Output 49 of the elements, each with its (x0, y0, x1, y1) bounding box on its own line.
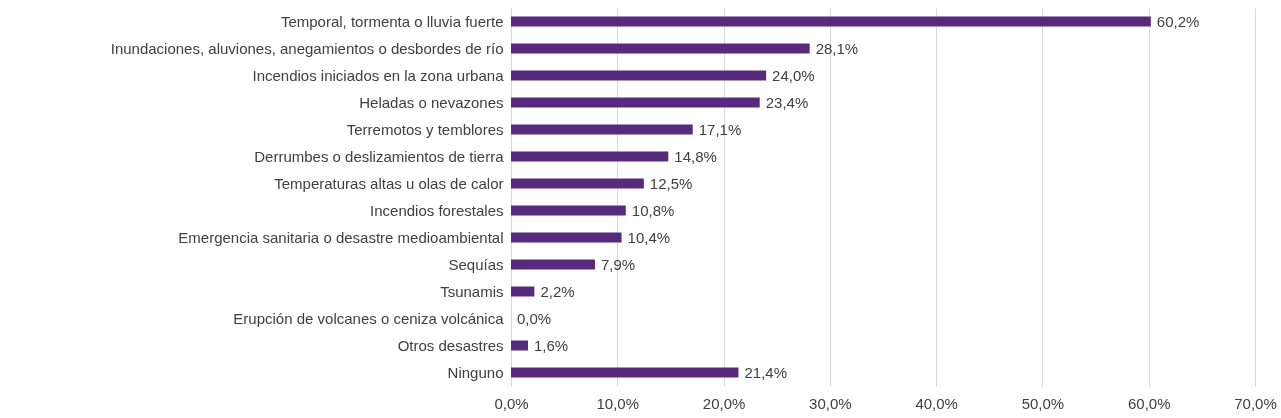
x-tick-label: 10,0% (596, 394, 640, 412)
x-tick-label: 60,0% (1127, 394, 1171, 412)
x-tick-label: 20,0% (702, 394, 746, 412)
data-label: 2,2% (540, 282, 575, 300)
y-tick-label: Incendios iniciados en la zona urbana (252, 66, 505, 84)
bar (511, 178, 644, 189)
bar (511, 205, 626, 216)
y-tick-label: Erupción de volcanes o ceniza volcánica (233, 309, 505, 327)
y-tick-label: Tsunamis (440, 282, 504, 300)
data-label: 24,0% (772, 66, 815, 84)
data-label: 1,6% (534, 336, 569, 354)
data-label: 17,1% (698, 120, 742, 138)
data-label: 12,5% (649, 174, 693, 192)
y-tick-label: Heladas o nevazones (359, 93, 504, 111)
y-tick-label: Terremotos y temblores (346, 120, 504, 138)
bar (511, 286, 535, 297)
y-tick-label: Derrumbes o deslizamientos de tierra (254, 147, 505, 165)
y-tick-label: Incendios forestales (370, 201, 504, 219)
data-label: 10,4% (627, 228, 671, 246)
bar (511, 16, 1151, 27)
x-tick-label: 30,0% (809, 394, 852, 412)
x-tick-label: 40,0% (915, 394, 958, 412)
y-tick-label: Inundaciones, aluviones, anegamientos o desbordes de río (110, 39, 504, 57)
bar (511, 151, 669, 162)
bar (511, 367, 739, 378)
data-label: 28,1% (815, 39, 859, 57)
data-label: 0,0% (517, 309, 552, 327)
x-tick-label: 0,0% (494, 394, 529, 412)
bar (511, 124, 693, 135)
bar (511, 70, 767, 81)
bar (511, 97, 760, 108)
x-tick-label: 50,0% (1021, 394, 1065, 412)
data-label: 23,4% (765, 93, 809, 111)
bar (511, 232, 622, 243)
bar (511, 43, 810, 54)
y-tick-label: Emergencia sanitaria o desastre medioambiental (178, 228, 504, 246)
bar (511, 259, 595, 270)
y-tick-label: Temperaturas altas u olas de calor (274, 174, 504, 192)
x-tick-label: 70,0% (1234, 394, 1277, 412)
data-label: 7,9% (600, 255, 636, 273)
data-label: 60,2% (1156, 12, 1200, 30)
y-tick-label: Sequías (448, 255, 504, 273)
data-label: 21,4% (744, 363, 787, 381)
data-label: 10,8% (631, 201, 675, 219)
y-tick-label: Ninguno (447, 363, 504, 381)
data-label: 14,8% (674, 147, 717, 165)
bar (511, 340, 529, 351)
y-tick-label: Temporal, tormenta o lluvia fuerte (280, 12, 504, 30)
y-tick-label: Otros desastres (397, 336, 504, 354)
